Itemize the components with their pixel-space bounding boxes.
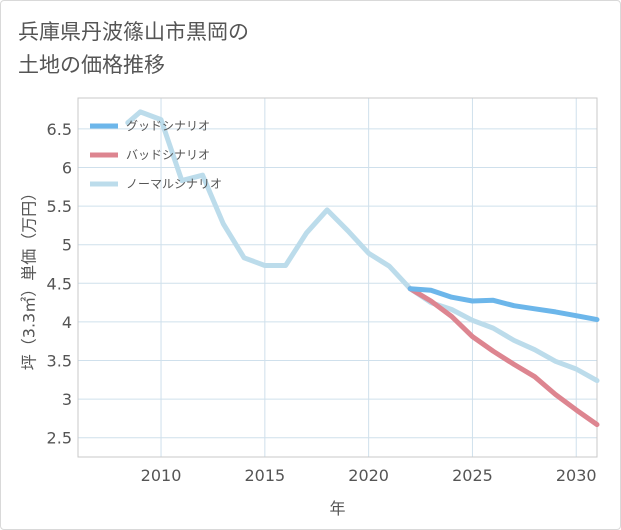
legend-label: バッドシナリオ (126, 148, 210, 162)
y-axis-title: 坪（3.3㎡）単価（万円） (20, 185, 39, 370)
x-tick-label: 2030 (556, 466, 597, 485)
series-layer (125, 109, 600, 428)
y-axis-tick-labels: 2.5 3 3.5 4 4.5 5 5.5 6 6.5 (47, 120, 72, 448)
legend-label: グッドシナリオ (126, 119, 210, 133)
x-axis-title: 年 (329, 499, 345, 518)
x-tick-label: 2010 (141, 466, 182, 485)
x-tick-label: 2025 (452, 466, 493, 485)
plot-area-border (77, 97, 598, 458)
chart-title-line2: 土地の価格推移 (18, 53, 165, 77)
chart-title-line1: 兵庫県丹波篠山市黒岡の (18, 20, 249, 44)
y-tick-label: 6.5 (47, 120, 72, 139)
x-axis-tick-labels: 2010 2015 2020 2025 2030 (141, 466, 597, 485)
series-line-1 (407, 286, 600, 428)
chart-title: 兵庫県丹波篠山市黒岡の 土地の価格推移 (18, 16, 249, 82)
y-tick-label: 3.5 (47, 351, 72, 370)
x-tick-label: 2020 (348, 466, 389, 485)
y-tick-label: 4 (62, 313, 72, 332)
y-tick-label: 5.5 (47, 197, 72, 216)
y-tick-label: 6 (62, 158, 72, 177)
series-line-2 (125, 109, 600, 384)
y-tick-label: 5 (62, 236, 72, 255)
x-tick-label: 2015 (244, 466, 285, 485)
y-tick-label: 3 (62, 390, 72, 409)
y-tick-label: 4.5 (47, 274, 72, 293)
legend-label: ノーマルシナリオ (126, 177, 222, 191)
series-line-0 (407, 286, 600, 323)
y-tick-label: 2.5 (47, 429, 72, 448)
